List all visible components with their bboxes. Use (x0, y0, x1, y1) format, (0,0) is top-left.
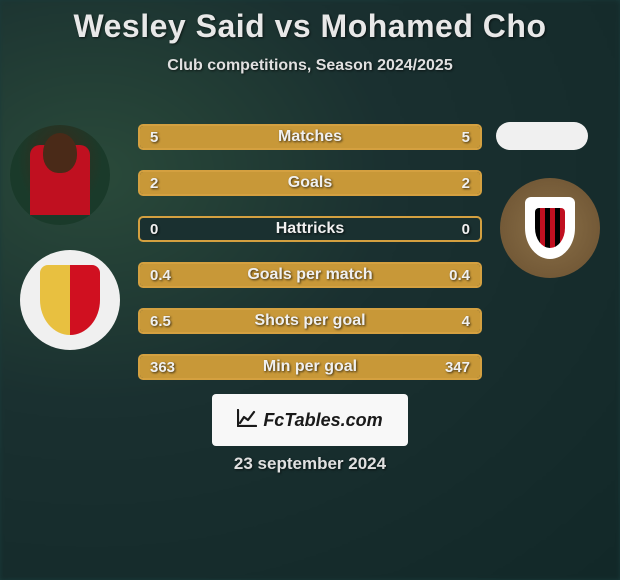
stat-label: Shots per goal (140, 310, 480, 332)
stat-value-right: 5 (462, 126, 470, 148)
stat-value-right: 2 (462, 172, 470, 194)
stat-row: 6.5Shots per goal4 (138, 308, 482, 334)
stat-value-right: 0 (462, 218, 470, 240)
stat-label: Matches (140, 126, 480, 148)
content-root: Wesley Said vs Mohamed Cho Club competit… (0, 0, 620, 580)
stat-row: 0Hattricks0 (138, 216, 482, 242)
chart-icon (237, 409, 257, 432)
stat-row: 2Goals2 (138, 170, 482, 196)
stat-row: 363Min per goal347 (138, 354, 482, 380)
club-right-shield-icon (525, 197, 575, 259)
stat-label: Goals (140, 172, 480, 194)
page-title: Wesley Said vs Mohamed Cho (0, 8, 620, 45)
stat-value-right: 0.4 (449, 264, 470, 286)
stat-value-right: 4 (462, 310, 470, 332)
stat-label: Goals per match (140, 264, 480, 286)
club-left-shield-icon (40, 265, 100, 335)
page-subtitle: Club competitions, Season 2024/2025 (0, 57, 620, 75)
footer-brand-text: FcTables.com (263, 410, 382, 431)
stat-row: 0.4Goals per match0.4 (138, 262, 482, 288)
player-left-photo (10, 125, 110, 225)
stat-value-right: 347 (445, 356, 470, 378)
footer-brand-badge[interactable]: FcTables.com (212, 394, 408, 446)
stat-label: Hattricks (140, 218, 480, 240)
stat-row: 5Matches5 (138, 124, 482, 150)
player-right-photo (496, 122, 588, 150)
club-right-badge (500, 178, 600, 278)
stat-label: Min per goal (140, 356, 480, 378)
stats-container: 5Matches5 2Goals2 0Hattricks0 0.4Goals per … (138, 124, 482, 400)
infographic-date: 23 september 2024 (0, 454, 620, 474)
club-left-badge (20, 250, 120, 350)
